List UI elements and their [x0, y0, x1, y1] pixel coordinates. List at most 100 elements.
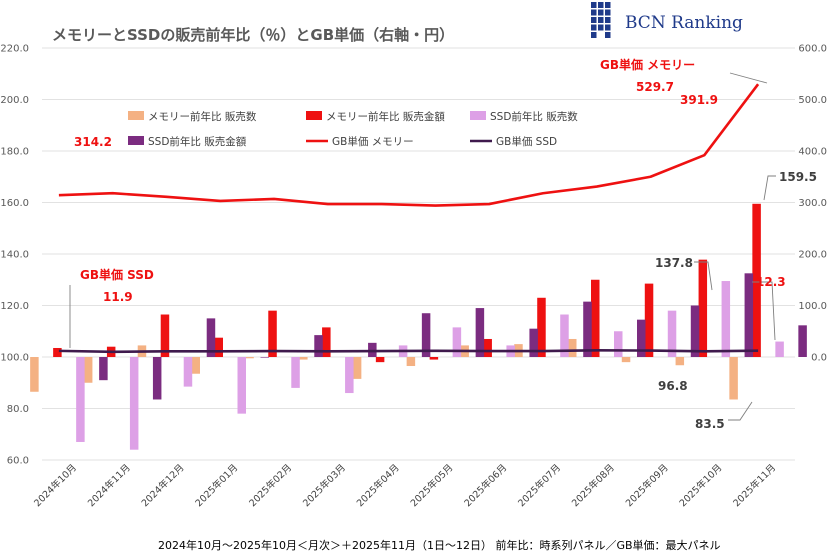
bar	[191, 357, 200, 374]
leader-line	[694, 261, 713, 291]
bar	[76, 357, 85, 442]
bar	[53, 347, 62, 357]
legend-label: GB単価 メモリー	[332, 135, 414, 148]
leader-line	[729, 72, 768, 84]
bcn-logo: BCN Ranking	[591, 2, 743, 38]
bar	[483, 338, 492, 357]
bar	[214, 337, 223, 357]
bar	[352, 357, 362, 379]
data-label: 391.9	[680, 93, 718, 107]
x-tick-label: 2025年04月	[354, 462, 402, 510]
x-tick-label: 2025年02月	[247, 462, 295, 510]
bar	[690, 305, 700, 357]
bar	[152, 357, 162, 400]
bar	[291, 357, 300, 388]
y-left-tick-label: 60.0	[7, 456, 29, 467]
bar	[537, 297, 546, 357]
y-right-tick-label: 300.0	[798, 198, 827, 209]
data-label: 12.3	[756, 275, 786, 289]
bar	[752, 203, 761, 357]
data-label: GB単価 メモリー	[600, 57, 695, 72]
y-left-tick-label: 180.0	[0, 147, 29, 158]
logo-square	[591, 17, 597, 23]
y-left-tick-label: 80.0	[7, 404, 29, 415]
bar	[675, 357, 685, 366]
x-tick-label: 2025年01月	[193, 462, 241, 510]
logo-text: BCN Ranking	[625, 13, 743, 33]
bar	[744, 273, 754, 357]
x-tick-label: 2025年06月	[462, 462, 510, 510]
bar	[475, 308, 485, 357]
logo-square	[605, 9, 611, 16]
bar	[83, 357, 93, 383]
bar	[614, 331, 623, 357]
logo-square	[591, 9, 597, 16]
bar	[729, 357, 738, 400]
series-line	[58, 349, 759, 354]
data-label: GB単価 SSD	[80, 267, 154, 282]
x-tick-label: 2024年12月	[139, 462, 187, 510]
bar-layer	[30, 203, 807, 450]
y-right-tick-label: 200.0	[798, 250, 827, 261]
y-left-tick-label: 200.0	[0, 95, 29, 106]
footer-note: 2024年10月～2025年10月＜月次＞＋2025年11月（1日～12日） 前…	[158, 538, 721, 552]
bar	[237, 357, 246, 414]
series-line	[58, 83, 760, 207]
legend-swatch	[128, 136, 144, 145]
bar	[206, 318, 216, 357]
legend-label: メモリー前年比 販売数	[148, 110, 257, 123]
bar	[160, 314, 170, 357]
data-label: 159.5	[779, 170, 817, 184]
bar	[529, 328, 538, 357]
chart-title: メモリーとSSDの販売前年比（％）とGB単価（右軸・円）	[52, 26, 454, 44]
legend-layer: メモリー前年比 販売数 メモリー前年比 販売金額 SSD前年比 販売数 SSD前年比 …	[128, 110, 578, 148]
bar	[421, 313, 431, 357]
anno-layer: 314.2 391.9 GB単価 メモリー 529.7 GB単価 SSD 11.9 12.3…	[74, 57, 817, 431]
bar	[452, 327, 462, 357]
x-tick-label: 2025年11月	[731, 462, 779, 510]
bar	[775, 341, 784, 357]
logo-square	[591, 2, 597, 8]
bar	[314, 335, 323, 357]
y-right-tick-label: 600.0	[798, 44, 827, 55]
bar	[345, 357, 354, 394]
y-left-tick-label: 160.0	[0, 198, 29, 209]
y-left-tick-label: 100.0	[0, 353, 29, 364]
bar	[429, 357, 439, 360]
bar	[322, 327, 331, 357]
data-label: 83.5	[695, 417, 725, 431]
bar	[583, 301, 592, 357]
x-tick-label: 2024年11月	[85, 462, 133, 510]
bar	[375, 357, 385, 363]
bar	[721, 281, 731, 357]
legend-label: GB単価 SSD	[496, 135, 557, 148]
bar	[667, 310, 677, 357]
legend-swatch	[470, 111, 486, 120]
y-left-tick-label: 120.0	[0, 301, 29, 312]
line-layer	[58, 83, 760, 354]
bar	[406, 357, 416, 367]
legend-label: SSD前年比 販売金額	[148, 135, 247, 148]
logo-square	[605, 17, 611, 23]
logo-square	[591, 24, 597, 31]
bar	[621, 357, 631, 363]
logo-square	[598, 2, 604, 8]
leader-line	[763, 175, 776, 201]
bar	[268, 310, 277, 357]
bar	[560, 314, 569, 357]
bar	[260, 357, 269, 358]
data-label: 314.2	[74, 135, 112, 149]
x-tick-label: 2025年08月	[569, 462, 617, 510]
bar	[129, 357, 139, 450]
legend-label: SSD前年比 販売数	[490, 110, 578, 123]
x-tick-label: 2024年10月	[31, 462, 79, 510]
data-label: 137.8	[655, 256, 693, 270]
leader-line	[752, 281, 776, 341]
data-label: 96.8	[658, 379, 688, 393]
bar	[299, 357, 308, 360]
y-right-tick-label: 400.0	[798, 147, 827, 158]
y-left-tick-label: 140.0	[0, 250, 29, 261]
x-tick-label: 2025年09月	[623, 462, 671, 510]
y-right-tick-label: 0.0	[811, 353, 827, 364]
